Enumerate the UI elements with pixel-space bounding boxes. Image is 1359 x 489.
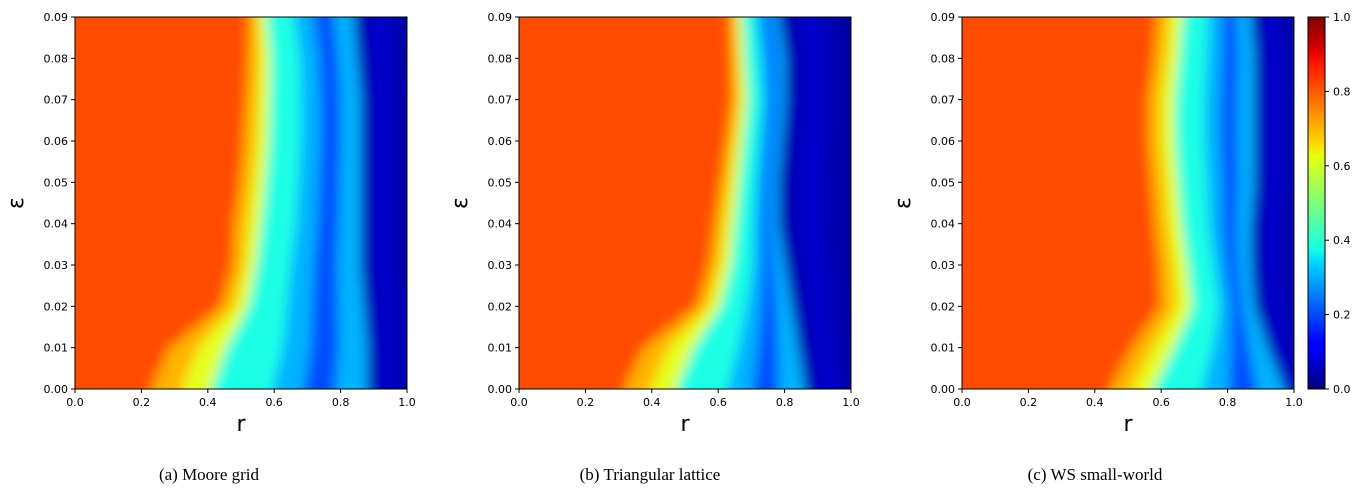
plot-frame xyxy=(74,16,408,390)
x-tick-label: 1.0 xyxy=(1285,396,1303,409)
heatmap-panel-3: 0.0 0.2 0.4 0.6 0.8 1.0 0.00 0.01 0.02 0.03 0.04 0.… xyxy=(891,11,1303,484)
panel-caption: (c) WS small-world xyxy=(1028,465,1163,484)
x-tick-label: 0.6 xyxy=(265,396,283,409)
panel-caption: (b) Triangular lattice xyxy=(580,465,721,484)
heatmap-band xyxy=(1279,17,1294,381)
y-axis-label: ε xyxy=(891,197,916,209)
x-tick-label: 0.6 xyxy=(1152,396,1170,409)
heatmap-image xyxy=(75,17,407,389)
x-tick-label: 0.0 xyxy=(510,396,528,409)
y-tick-label: 0.05 xyxy=(44,176,69,189)
heatmap-band xyxy=(403,17,407,389)
y-tick-label: 0.07 xyxy=(488,94,513,107)
y-tick-label: 0.09 xyxy=(44,11,69,24)
x-tick-label: 0.4 xyxy=(199,396,217,409)
x-tick-label: 0.4 xyxy=(1086,396,1104,409)
y-tick-label: 0.09 xyxy=(488,11,513,24)
colorbar-gradient xyxy=(1308,17,1325,389)
x-tick-label: 0.2 xyxy=(133,396,151,409)
y-tick-label: 0.01 xyxy=(488,342,513,355)
colorbar-tick-label: 0.2 xyxy=(1333,309,1351,322)
y-tick-label: 0.01 xyxy=(44,342,69,355)
y-tick-label: 0.06 xyxy=(931,135,956,148)
colorbar: 0.0 0.2 0.4 0.6 0.8 1.0 xyxy=(1307,11,1351,396)
x-tick-label: 0.8 xyxy=(1219,396,1237,409)
x-tick-label: 0.2 xyxy=(1020,396,1038,409)
y-tick-label: 0.00 xyxy=(931,383,956,396)
y-tick-label: 0.02 xyxy=(44,300,69,313)
colorbar-tick-label: 0.0 xyxy=(1333,383,1351,396)
y-tick-label: 0.06 xyxy=(44,135,69,148)
y-tick-label: 0.09 xyxy=(931,11,956,24)
y-axis-label: ε xyxy=(448,197,473,209)
x-axis-label: r xyxy=(1123,412,1133,437)
y-tick-label: 0.02 xyxy=(931,300,956,313)
plot-frame xyxy=(961,16,1295,390)
x-axis-label: r xyxy=(236,412,246,437)
colorbar-frame xyxy=(1307,16,1326,390)
x-tick-label: 1.0 xyxy=(398,396,416,409)
y-tick-label: 0.08 xyxy=(44,52,69,65)
y-tick-label: 0.07 xyxy=(931,94,956,107)
x-tick-label: 0.0 xyxy=(953,396,971,409)
y-tick-label: 0.08 xyxy=(931,52,956,65)
y-tick-label: 0.05 xyxy=(931,176,956,189)
colorbar-tick-label: 0.4 xyxy=(1333,234,1351,247)
y-tick-label: 0.07 xyxy=(44,94,69,107)
y-tick-label: 0.03 xyxy=(931,259,956,272)
x-tick-label: 0.4 xyxy=(643,396,661,409)
y-tick-label: 0.02 xyxy=(488,300,513,313)
x-tick-label: 0.8 xyxy=(332,396,350,409)
heatmap-band xyxy=(821,17,851,389)
y-axis-label: ε xyxy=(4,197,29,209)
y-tick-label: 0.04 xyxy=(931,218,956,231)
x-tick-label: 0.2 xyxy=(577,396,595,409)
heatmap-band xyxy=(842,17,851,389)
y-tick-label: 0.03 xyxy=(488,259,513,272)
y-tick-label: 0.04 xyxy=(44,218,69,231)
y-tick-label: 0.00 xyxy=(44,383,69,396)
y-tick-label: 0.00 xyxy=(488,383,513,396)
heatmap-band xyxy=(519,17,733,389)
heatmap-field xyxy=(75,17,407,389)
colorbar-tick-label: 0.6 xyxy=(1333,160,1351,173)
colorbar-tick-label: 0.8 xyxy=(1333,85,1351,98)
x-tick-label: 0.0 xyxy=(66,396,84,409)
heatmap-band xyxy=(387,17,407,389)
y-tick-label: 0.04 xyxy=(488,218,513,231)
x-axis-label: r xyxy=(680,412,690,437)
heatmap-image xyxy=(519,17,851,389)
heatmap-field xyxy=(519,17,851,389)
y-tick-label: 0.06 xyxy=(488,135,513,148)
x-tick-label: 1.0 xyxy=(842,396,860,409)
y-tick-label: 0.05 xyxy=(488,176,513,189)
heatmap-panel-1: 0.0 0.2 0.4 0.6 0.8 1.0 0.00 0.01 0.02 0.03 0.04 0.… xyxy=(4,11,416,484)
heatmap-band xyxy=(75,17,250,389)
heatmap-image xyxy=(962,17,1294,389)
y-tick-label: 0.01 xyxy=(931,342,956,355)
heatmap-band xyxy=(962,17,1161,389)
heatmap-field xyxy=(962,17,1294,389)
y-tick-label: 0.03 xyxy=(44,259,69,272)
x-tick-label: 0.8 xyxy=(776,396,794,409)
colorbar-tick-label: 1.0 xyxy=(1333,11,1351,24)
plot-frame xyxy=(518,16,852,390)
panel-caption: (a) Moore grid xyxy=(159,465,260,484)
y-tick-label: 0.08 xyxy=(488,52,513,65)
x-tick-label: 0.6 xyxy=(709,396,727,409)
heatmap-panel-2: 0.0 0.2 0.4 0.6 0.8 1.0 0.00 0.01 0.02 0.03 0.04 0.… xyxy=(448,11,860,484)
